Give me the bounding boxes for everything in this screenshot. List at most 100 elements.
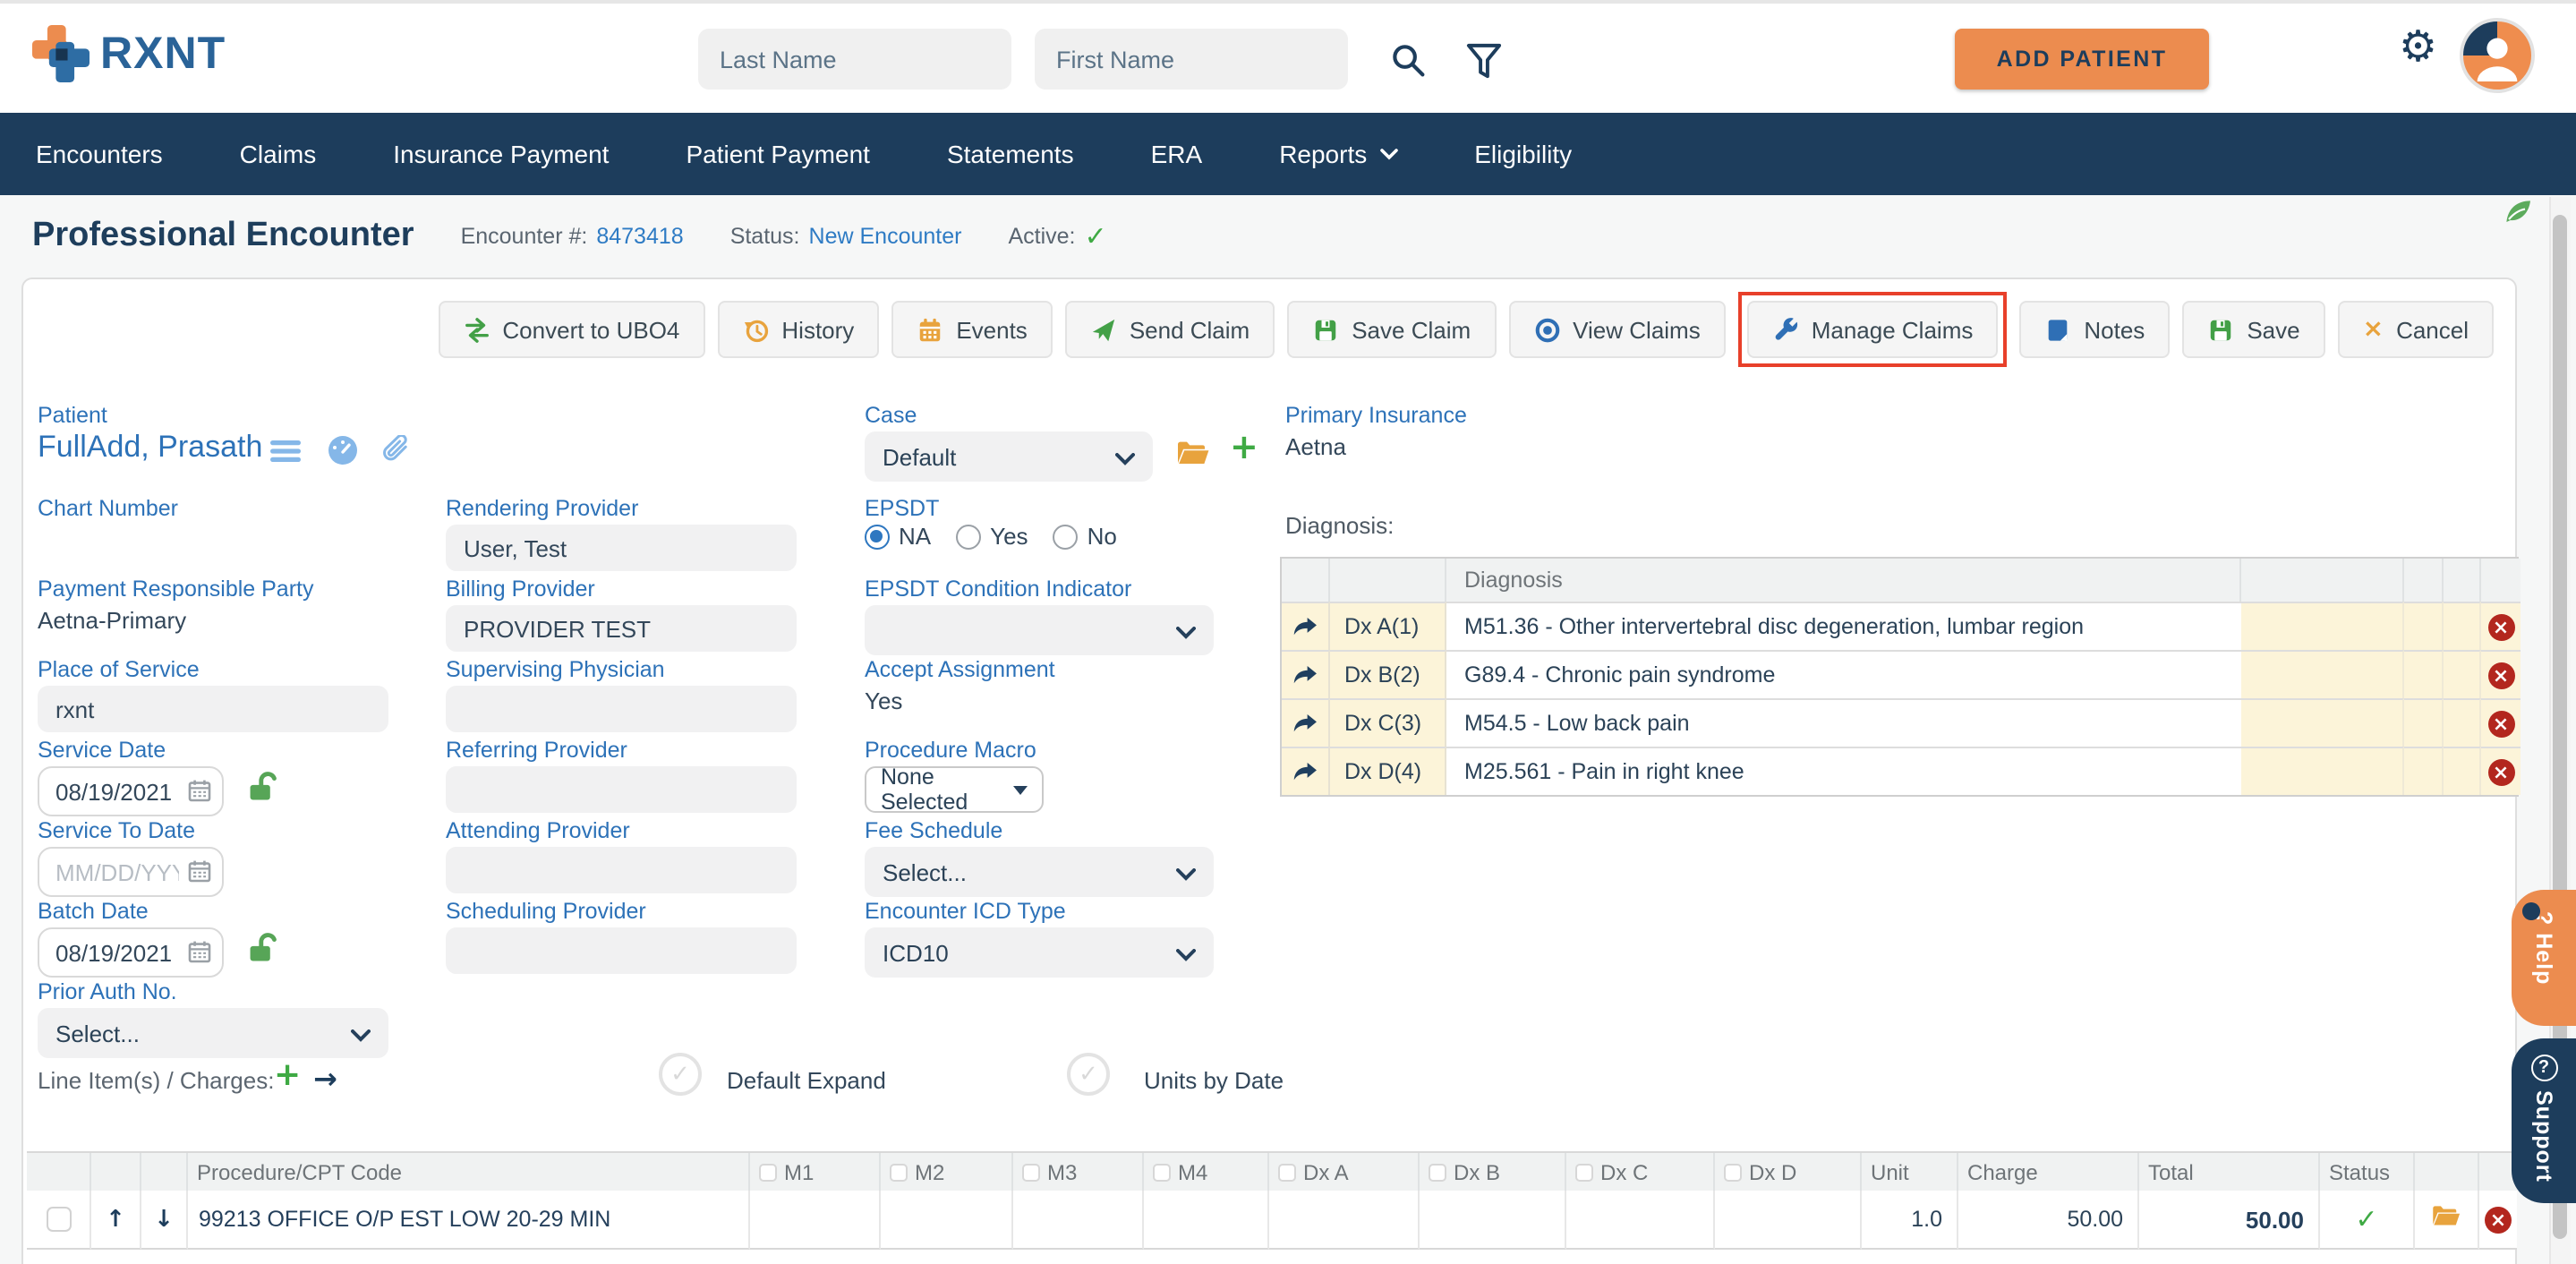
search-icon[interactable]	[1389, 41, 1429, 81]
service-date-input[interactable]	[38, 766, 224, 816]
chevron-down-icon	[1115, 443, 1135, 470]
unlock-icon[interactable]	[245, 768, 281, 813]
unit-cell[interactable]: 1.0	[1862, 1191, 1958, 1250]
notes-button[interactable]: Notes	[2019, 301, 2170, 358]
supervising-physician-input[interactable]	[446, 686, 797, 732]
m4-cell[interactable]	[1144, 1191, 1269, 1250]
epsdt-radio-yes[interactable]	[956, 524, 981, 549]
dx-d-cell[interactable]	[1715, 1191, 1862, 1250]
nav-patient-payment[interactable]: Patient Payment	[686, 140, 869, 168]
default-expand-toggle[interactable]: ✓	[659, 1053, 702, 1096]
delete-diagnosis-icon[interactable]: ×	[2487, 710, 2514, 737]
delete-line-item-icon[interactable]: ×	[2485, 1206, 2512, 1233]
help-button[interactable]: ? Help	[2512, 890, 2576, 1026]
dx-arrow-icon[interactable]	[1282, 747, 1330, 795]
add-line-item-icon[interactable]: +	[274, 1056, 301, 1094]
dx-d-header-checkbox[interactable]	[1724, 1163, 1742, 1181]
billing-provider-input[interactable]	[446, 605, 797, 652]
epsdt-radio-no[interactable]	[1053, 524, 1079, 549]
dx-arrow-icon[interactable]	[1282, 650, 1330, 698]
row-checkbox[interactable]	[46, 1207, 71, 1232]
manage-claims-button[interactable]: Manage Claims	[1747, 301, 1999, 358]
epsdt-radio-na[interactable]	[865, 524, 890, 549]
dashboard-gauge-icon[interactable]	[328, 435, 358, 474]
service-to-date-label: Service To Date	[38, 818, 195, 843]
delete-diagnosis-icon[interactable]: ×	[2487, 758, 2514, 785]
add-case-icon[interactable]: +	[1230, 428, 1258, 467]
scheduling-provider-label: Scheduling Provider	[446, 899, 646, 924]
dx-c-cell[interactable]	[1566, 1191, 1715, 1250]
dx-a-cell[interactable]	[1269, 1191, 1420, 1250]
billing-provider-label: Billing Provider	[446, 576, 595, 602]
help-notification-dot	[2522, 902, 2540, 920]
chevron-down-icon	[1176, 617, 1196, 644]
avatar[interactable]	[2460, 18, 2535, 93]
save-button[interactable]: Save	[2182, 301, 2324, 358]
paperclip-icon[interactable]	[381, 435, 410, 473]
encounter-number-link[interactable]: 8473418	[596, 224, 683, 249]
history-button[interactable]: History	[717, 301, 879, 358]
fee-schedule-select[interactable]: Select...	[865, 847, 1214, 897]
units-by-date-toggle[interactable]: ✓	[1067, 1053, 1110, 1096]
nav-claims[interactable]: Claims	[240, 140, 317, 168]
epsdt-condition-select[interactable]	[865, 605, 1214, 655]
batch-date-input[interactable]	[38, 927, 224, 978]
dx-b-cell[interactable]	[1420, 1191, 1566, 1250]
nav-insurance-payment[interactable]: Insurance Payment	[393, 140, 609, 168]
expand-line-items-icon[interactable]: →	[313, 1062, 337, 1096]
dx-arrow-icon[interactable]	[1282, 602, 1330, 650]
events-button[interactable]: Events	[891, 301, 1053, 358]
dx-a-header-checkbox[interactable]	[1278, 1163, 1296, 1181]
m1-header-checkbox[interactable]	[759, 1163, 777, 1181]
cancel-button[interactable]: × Cancel	[2338, 301, 2494, 358]
referring-provider-input[interactable]	[446, 766, 797, 813]
dx-arrow-icon[interactable]	[1282, 698, 1330, 747]
open-case-folder-icon[interactable]	[1176, 440, 1210, 476]
add-patient-button[interactable]: ADD PATIENT	[1955, 29, 2209, 90]
send-claim-button[interactable]: Send Claim	[1065, 301, 1275, 358]
patient-menu-icon[interactable]	[270, 439, 301, 473]
m3-header-checkbox[interactable]	[1022, 1163, 1040, 1181]
view-claims-button[interactable]: View Claims	[1508, 301, 1726, 358]
dx-b-header-checkbox[interactable]	[1429, 1163, 1446, 1181]
prior-auth-select[interactable]: Select...	[38, 1008, 388, 1058]
place-of-service-input[interactable]	[38, 686, 388, 732]
last-name-input[interactable]	[698, 29, 1011, 90]
procedure-cell[interactable]: 99213 OFFICE O/P EST LOW 20-29 MIN	[188, 1191, 750, 1250]
scheduling-provider-input[interactable]	[446, 927, 797, 974]
move-down-icon[interactable]: ↓	[154, 1206, 174, 1233]
move-up-icon[interactable]: ↑	[106, 1206, 125, 1233]
m3-cell[interactable]	[1013, 1191, 1144, 1250]
encounter-icd-type-select[interactable]: ICD10	[865, 927, 1214, 978]
gear-icon[interactable]: ⚙	[2399, 25, 2437, 68]
convert-to-ubo4-button[interactable]: Convert to UBO4	[438, 301, 704, 358]
save-claim-button[interactable]: Save Claim	[1287, 301, 1496, 358]
nav-statements[interactable]: Statements	[947, 140, 1074, 168]
service-to-date-input[interactable]	[38, 847, 224, 897]
dx-c-header-checkbox[interactable]	[1575, 1163, 1593, 1181]
line-folder-icon[interactable]	[2431, 1205, 2461, 1234]
m1-cell[interactable]	[750, 1191, 881, 1250]
patient-name[interactable]: FullAdd, Prasath	[38, 430, 262, 465]
case-select[interactable]: Default	[865, 431, 1153, 482]
rendering-provider-input[interactable]	[446, 525, 797, 571]
attending-provider-input[interactable]	[446, 847, 797, 893]
delete-diagnosis-icon[interactable]: ×	[2487, 613, 2514, 640]
first-name-input[interactable]	[1035, 29, 1348, 90]
diagnosis-table: Diagnosis Dx A(1) M51.36 - Other interve…	[1280, 557, 2519, 797]
support-button[interactable]: ? Support	[2512, 1038, 2576, 1203]
nav-eligibility[interactable]: Eligibility	[1474, 140, 1572, 168]
brand-logo[interactable]: RXNT	[32, 25, 226, 82]
nav-encounters[interactable]: Encounters	[36, 140, 163, 168]
nav-reports[interactable]: Reports	[1279, 140, 1397, 168]
unlock-icon[interactable]	[245, 929, 281, 974]
m2-cell[interactable]	[881, 1191, 1013, 1250]
delete-diagnosis-icon[interactable]: ×	[2487, 662, 2514, 688]
nav-era[interactable]: ERA	[1151, 140, 1203, 168]
filter-icon[interactable]	[1464, 41, 1504, 81]
procedure-macro-dropdown[interactable]: None Selected	[865, 766, 1044, 813]
m4-header-checkbox[interactable]	[1153, 1163, 1171, 1181]
charge-cell[interactable]: 50.00	[1958, 1191, 2139, 1250]
m2-header-checkbox[interactable]	[890, 1163, 908, 1181]
col-m3: M3	[1013, 1153, 1144, 1191]
